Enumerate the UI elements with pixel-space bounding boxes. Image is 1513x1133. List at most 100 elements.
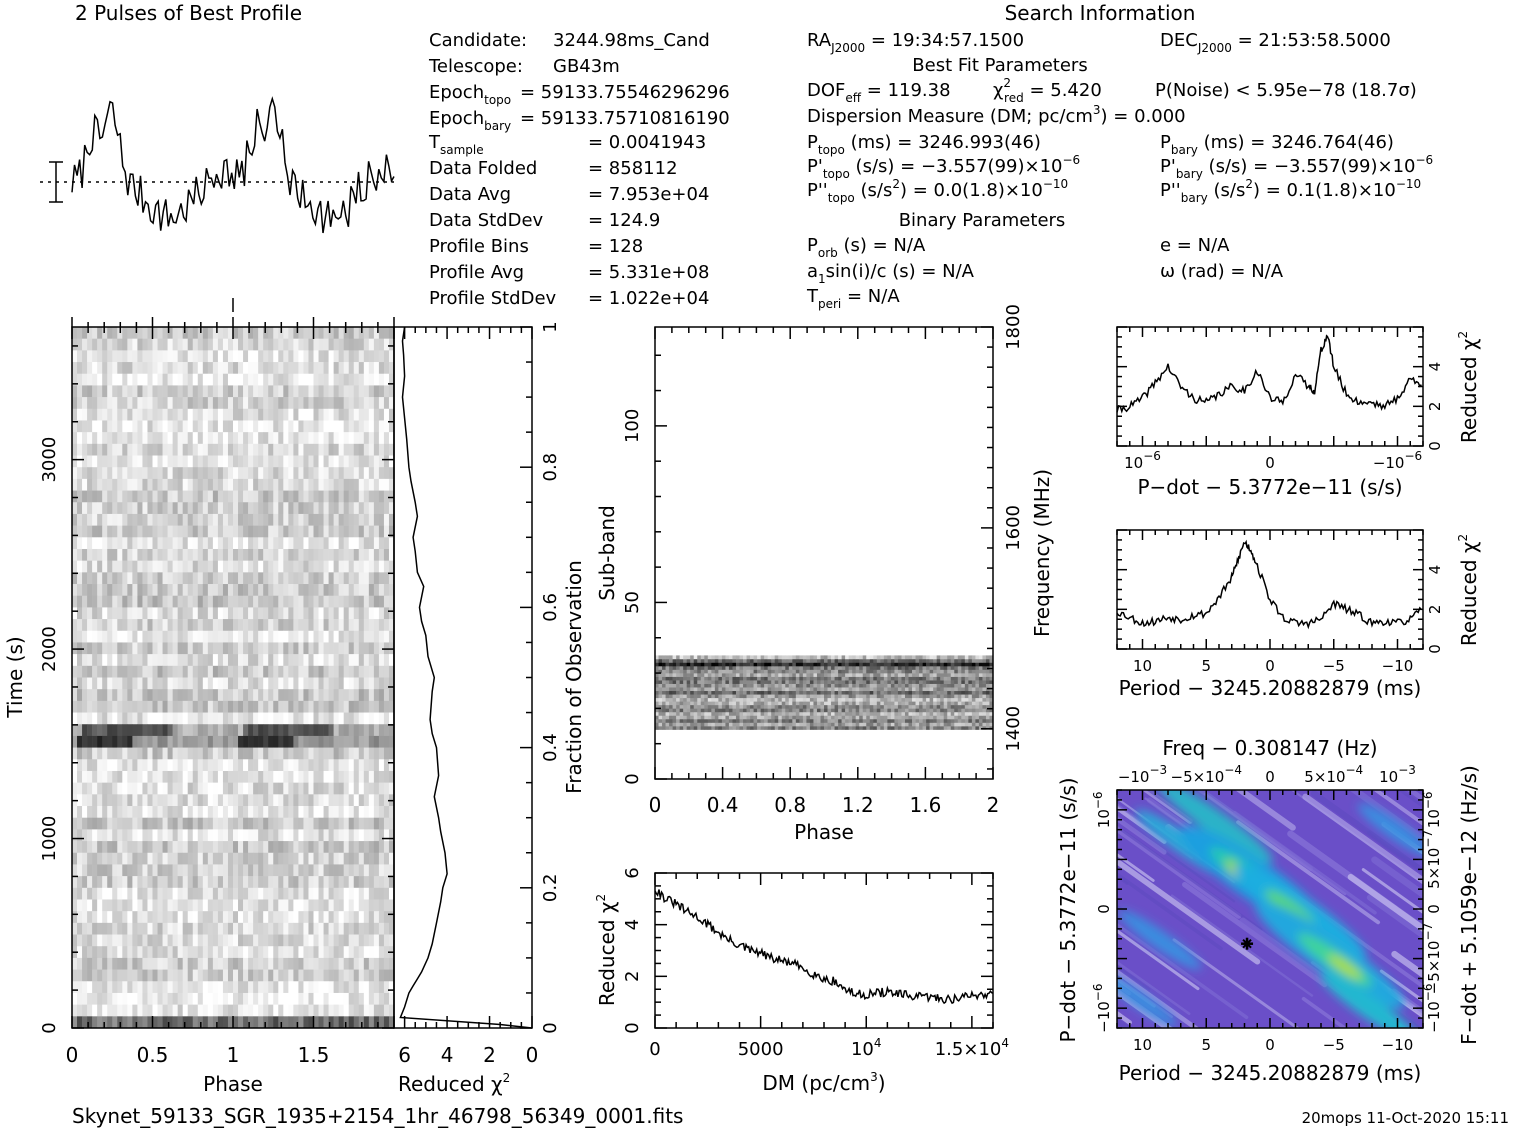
svg-text:Data Avg= 7.953e+04: Data Avg = 7.953e+04 (429, 184, 709, 205)
ppdot-y2tick: −5×10−7 (1421, 923, 1443, 994)
ppdot-ticks: 10 5 0 −5 −10 −10−3 −5×10−4 0 5×10−4 10−3 −10−6 0 10… (1091, 763, 1443, 1054)
time-phase-ytick: 2000 (39, 626, 60, 672)
bins-value: = 128 (588, 236, 643, 257)
time-phase-heatmap (72, 327, 394, 1028)
pdot-ticks: 10−6 0 −10−6 0 2 4 (1116, 326, 1444, 472)
chi-time-ylabel: Fraction of Observation (562, 560, 586, 794)
time-phase-xtick: 0 (66, 1043, 79, 1067)
small-ytick: 2 (1426, 402, 1444, 412)
dof-value: = 119.38 (861, 80, 951, 101)
pddbary-unit: (s/s (1208, 180, 1246, 201)
frequency-ytick: 1600 (1003, 505, 1024, 551)
pddbary-label: P'' (1160, 180, 1181, 201)
epoch-topo-value: = 59133.75546296296 (520, 82, 730, 103)
frequency-ytick: 1400 (1003, 706, 1024, 752)
pdtopo-label: P' (807, 156, 823, 177)
small-ytick: 2 (1426, 605, 1444, 615)
subband-xtick: 1.6 (909, 793, 941, 817)
pstd-value: = 1.022e+04 (588, 288, 709, 309)
dm-xtick: 104 (851, 1036, 882, 1060)
best-fit-marker (1241, 937, 1254, 950)
frequency-ytick: 1800 (1003, 304, 1024, 350)
std-value: = 124.9 (588, 210, 660, 231)
ppdot-xtick: 10 (1133, 1036, 1152, 1054)
a1-value: sin(i)/c (s) = N/A (826, 261, 975, 282)
time-phase-ytick: 0 (39, 1022, 60, 1033)
ppdot-xlabel: Period − 3245.20882879 (ms) (1119, 1061, 1422, 1085)
ppdot-y2tick: 5×10−7 (1421, 830, 1443, 889)
subband-ylabel: Sub-band (595, 505, 619, 601)
epoch-bary-label: Epoch (429, 108, 484, 129)
candidate-value: 3244.98ms_Cand (553, 30, 710, 51)
ptopo-label: P (807, 132, 818, 153)
tsample-sub: sample (440, 143, 484, 157)
pbary-sub: bary (1171, 143, 1198, 157)
time-phase-ytick: 1000 (39, 816, 60, 862)
std-label: Data StdDev (429, 210, 544, 231)
chi-time-xtick: 2 (483, 1043, 496, 1067)
dm-ytick: 6 (622, 867, 643, 878)
ppdot-ylabel: P−dot − 5.3772e−11 (s/s) (1056, 777, 1080, 1042)
pavg-label: Profile Avg (429, 262, 524, 283)
dm-xtick: 1.5×104 (935, 1036, 1009, 1060)
svg-text:Porb (s) = N/A: Porb (s) = N/A (807, 235, 926, 260)
pdtopo-sub: topo (823, 167, 850, 181)
candidate-info: Candidate: 3244.98ms_Cand Telescope: GB43m… (428, 30, 730, 309)
svg-text:RAJ2000 = 19:34:57.1500: RAJ2000 = 19:34:57.1500 (807, 30, 1024, 55)
period-chi-line (1116, 539, 1422, 630)
svg-text:Telescope:GB43m: Telescope: GB43m (428, 56, 620, 77)
pdot-frame (1116, 326, 1424, 447)
a1-sub: 1 (818, 272, 826, 286)
epoch-bary-value: = 59133.75710816190 (520, 108, 730, 129)
small-xtick: 0 (1265, 454, 1275, 472)
svg-text:Epochbary= 59133.75710816190: Epochbary = 59133.75710816190 (429, 108, 730, 133)
dm-panel: 0 5000 104 1.5×104 0 2 4 6 DM (pc/cm3) Reduced … (594, 867, 1009, 1095)
chi-time-line (399, 326, 533, 1029)
pdbary-sub: bary (1176, 167, 1203, 181)
dm-chi-line (654, 889, 994, 1005)
time-phase-ticks: 0 0.5 1 1.5 0 1000 2000 3000 (39, 317, 395, 1067)
timestamp: 20mops 11-Oct-2020 15:11 (1302, 1109, 1509, 1127)
ra-value: = 19:34:57.1500 (865, 30, 1024, 51)
dm-ytick: 4 (622, 919, 643, 930)
ppdot-xtick: 5 (1201, 1036, 1211, 1054)
ppdot-ytick: −10−6 (1091, 983, 1113, 1032)
time-phase-panel: 0 0.5 1 1.5 0 1000 2000 3000 Phase Time (s) (3, 298, 395, 1096)
dm-ticks: 0 5000 104 1.5×104 0 2 4 6 (622, 867, 1009, 1060)
subband-xtick: 1.2 (842, 793, 874, 817)
chi-time-ytick: 0.4 (540, 733, 561, 762)
svg-text:P''bary (s/s2) = 0.1(1.8)×10−: P''bary (s/s2) = 0.1(1.8)×10−10 (1160, 177, 1421, 205)
ra-label: RA (807, 30, 832, 51)
pnoise-value: P(Noise) < 5.95e−78 (18.7σ) (1155, 80, 1417, 101)
chi-sup: 2 (1003, 76, 1011, 90)
time-phase-xlabel: Phase (203, 1072, 263, 1096)
tperi-label: T (806, 286, 819, 307)
chi-time-ticks: 6 4 2 00 0.2 0.4 0.6 0.8 1 (398, 321, 561, 1067)
ppdot-heatmap (1117, 790, 1423, 1028)
svg-text:Candidate:3244.98ms_Cand: Candidate: 3244.98ms_Cand (429, 30, 710, 51)
best-fit-title: Best Fit Parameters (912, 55, 1087, 76)
chi-time-xlabel: Reduced χ2 (398, 1071, 510, 1096)
subband-xtick: 2 (987, 793, 1000, 817)
dm-sup: 3 (1093, 103, 1101, 117)
binary-title: Binary Parameters (899, 210, 1066, 231)
pdbary-value: (s/s) = −3.557(99)×10 (1203, 156, 1416, 177)
ppdot-ytick: 10−6 (1091, 791, 1113, 828)
chi-time-xtick: 4 (441, 1043, 454, 1067)
subband-heatmap (655, 655, 993, 730)
subband-ticks: 0 0.4 0.8 1.2 1.6 2 0 50 100 1400 1600 1800 (622, 304, 1024, 817)
svg-text:Tsample= 0.0041943: Tsample = 0.0041943 (428, 132, 706, 157)
profile-plot (40, 96, 395, 234)
pddtopo-unit: (s/s (855, 180, 893, 201)
time-phase-ylabel: Time (s) (3, 636, 27, 718)
ppdot-x2tick: 5×10−4 (1304, 763, 1363, 786)
subband-xtick: 0.8 (774, 793, 806, 817)
subband-xtick: 0.4 (707, 793, 739, 817)
subband-panel: 0 0.4 0.8 1.2 1.6 2 0 50 100 1400 1600 1800 Phase S… (595, 304, 1054, 844)
small-ytick: 0 (1426, 441, 1444, 451)
porb-label: P (807, 235, 818, 256)
pddbary-exp: −10 (1396, 177, 1421, 191)
folded-value: = 858112 (588, 158, 678, 179)
time-phase-ytick: 3000 (39, 437, 60, 483)
